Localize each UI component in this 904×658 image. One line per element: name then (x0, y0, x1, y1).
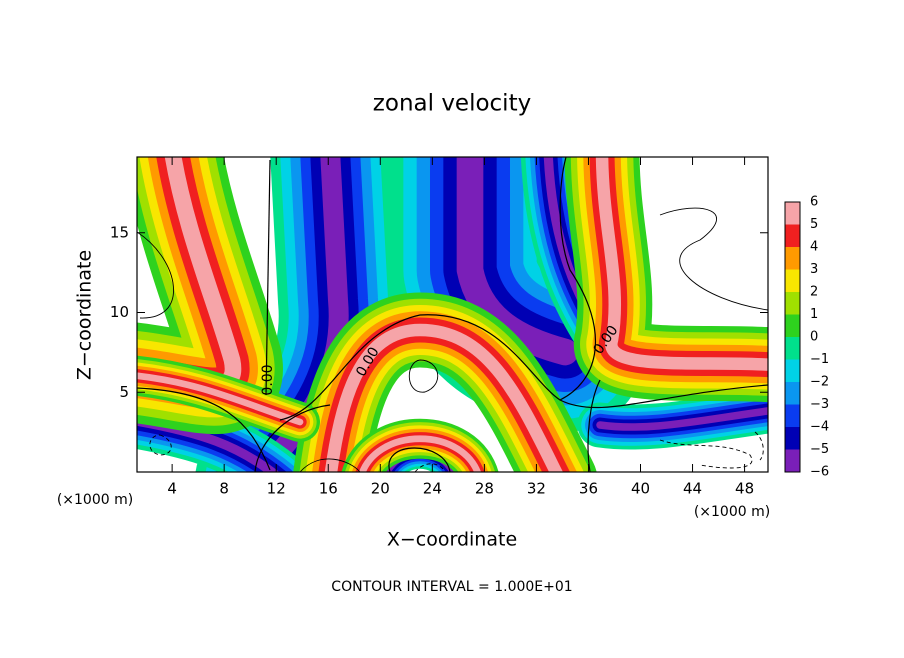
x-tick-label: 20 (371, 480, 390, 498)
x-tick-label: 36 (579, 480, 598, 498)
colorbar-band (785, 382, 800, 405)
x-tick-label: 8 (219, 480, 229, 498)
y-unit-label: (×1000 m) (57, 492, 133, 508)
y-axis-label: Z−coordinate (74, 250, 96, 380)
x-tick-label: 4 (167, 480, 177, 498)
x-tick-label: 32 (527, 480, 546, 498)
colorbar-label: −6 (810, 465, 829, 480)
colorbar-label: 4 (810, 240, 818, 255)
contour-line (279, 314, 768, 421)
colorbar-band (785, 247, 800, 270)
x-axis-label: X−coordinate (387, 529, 517, 551)
contour-line (408, 359, 439, 393)
contour-line (299, 458, 361, 472)
x-unit-label: (×1000 m) (694, 504, 770, 520)
contour-line (265, 159, 271, 396)
colorbar-band (785, 359, 800, 382)
footer: CONTOUR INTERVAL = 1.000E+01 (331, 579, 572, 595)
colorbar-label: 3 (810, 262, 818, 277)
colorbar-band (785, 404, 800, 427)
colorbar-label: −3 (810, 397, 829, 412)
contour-line (559, 157, 596, 401)
contour-band (137, 372, 304, 426)
x-tick-label: 40 (631, 480, 650, 498)
x-tick-label: 12 (267, 480, 286, 498)
contour-line (137, 387, 271, 471)
contour-line (414, 463, 446, 472)
y-tick-label: 5 (119, 383, 129, 401)
x-tick-label: 24 (423, 480, 442, 498)
contour-line (587, 379, 601, 472)
colorbar-label: −4 (810, 420, 829, 435)
colorbar-band (785, 202, 800, 225)
colorbar-band (785, 224, 800, 247)
colorbar-label: 2 (810, 285, 818, 300)
field (137, 157, 768, 472)
x-tick-label: 48 (735, 480, 754, 498)
plot-frame (136, 156, 769, 473)
colorbar-band (785, 292, 800, 315)
colorbar-frame (784, 201, 801, 473)
colorbar-label: 1 (810, 307, 818, 322)
y-tick-label: 15 (110, 223, 129, 241)
contour-line (254, 404, 331, 472)
x-tick-label: 16 (319, 480, 338, 498)
y-tick-label: 10 (110, 303, 129, 321)
contour-line (754, 431, 764, 461)
contour-line (137, 231, 174, 319)
contour-label: 0.00 (260, 364, 276, 395)
chart-title: zonal velocity (373, 91, 531, 117)
colorbar-band (785, 269, 800, 292)
colorbar-band (785, 449, 800, 472)
colorbar-label: 6 (810, 195, 818, 210)
contour-line (659, 207, 768, 311)
colorbar-band (785, 337, 800, 360)
colorbar-label: 0 (810, 330, 818, 345)
colorbar-label: −1 (810, 352, 829, 367)
contour-line (388, 447, 451, 472)
contour-band (324, 323, 564, 472)
contour-band (596, 407, 768, 431)
colorbar-label: −2 (810, 375, 829, 390)
x-tick-label: 28 (475, 480, 494, 498)
colorbar-band (785, 427, 800, 450)
contour-band (595, 157, 768, 371)
contour-band (359, 435, 481, 472)
x-tick-label: 44 (683, 480, 702, 498)
contour-line (659, 439, 753, 469)
colorbar-label: −5 (810, 442, 829, 457)
colorbar-label: 5 (810, 217, 818, 232)
colorbar-band (785, 314, 800, 337)
